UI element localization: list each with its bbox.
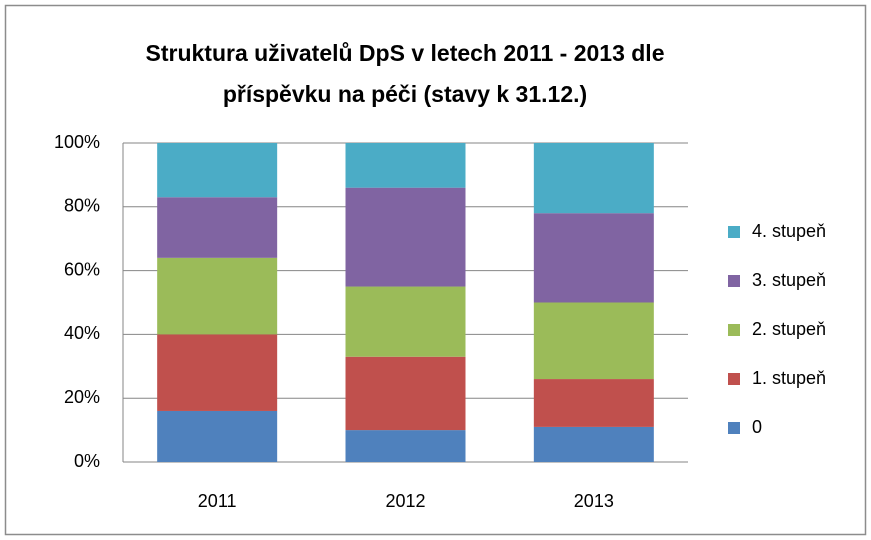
- legend-swatch: [728, 373, 740, 385]
- bar-segment: [157, 143, 278, 198]
- legend-swatch: [728, 422, 740, 434]
- y-tick-label: 60%: [64, 259, 100, 279]
- y-tick-label: 20%: [64, 387, 100, 407]
- bar-segment: [533, 379, 654, 427]
- bar-segment: [345, 286, 466, 357]
- y-tick-label: 0%: [74, 451, 100, 471]
- legend-swatch: [728, 275, 740, 287]
- bar-segment: [533, 213, 654, 303]
- bar-segment: [345, 356, 466, 431]
- chart-title: příspěvku na péči (stavy k 31.12.): [223, 81, 587, 107]
- bar-segment: [345, 430, 466, 462]
- y-tick-label: 40%: [64, 323, 100, 343]
- bar-segment: [345, 143, 466, 188]
- legend-swatch: [728, 324, 740, 336]
- bar-segment: [533, 302, 654, 380]
- x-tick-label: 2012: [385, 491, 425, 511]
- legend-swatch: [728, 226, 740, 238]
- x-tick-label: 2013: [574, 491, 614, 511]
- bar-segment: [157, 410, 278, 462]
- y-tick-label: 80%: [64, 196, 100, 216]
- legend-label: 2. stupeň: [752, 319, 826, 339]
- legend-label: 3. stupeň: [752, 270, 826, 290]
- legend-label: 1. stupeň: [752, 368, 826, 388]
- legend-label: 4. stupeň: [752, 221, 826, 241]
- bar-segment: [157, 334, 278, 411]
- bar-segment: [533, 143, 654, 214]
- legend-label: 0: [752, 417, 762, 437]
- bar-segment: [157, 257, 278, 335]
- x-tick-label: 2011: [198, 491, 237, 511]
- chart-title: Struktura uživatelů DpS v letech 2011 - …: [146, 40, 665, 66]
- bar-segment: [345, 187, 466, 287]
- y-tick-label: 100%: [54, 132, 100, 152]
- bar-segment: [533, 426, 654, 462]
- bar-segment: [157, 197, 278, 258]
